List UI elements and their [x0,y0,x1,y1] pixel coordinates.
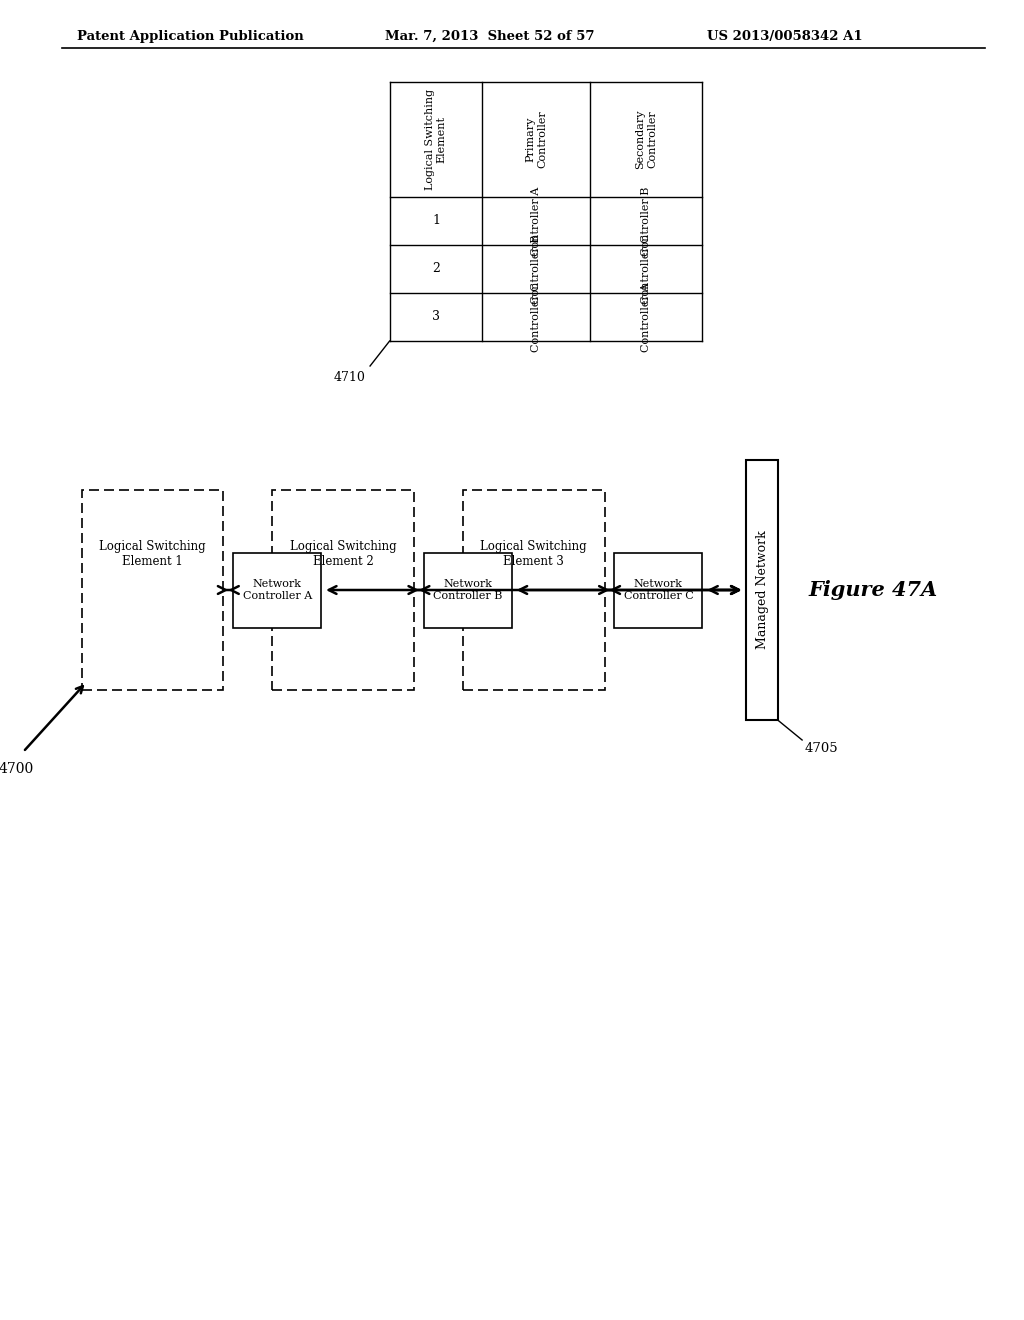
Text: Mar. 7, 2013  Sheet 52 of 57: Mar. 7, 2013 Sheet 52 of 57 [385,30,594,44]
Text: 4710: 4710 [333,371,366,384]
Bar [272,490,414,690]
Text: Managed Network: Managed Network [756,531,769,649]
Text: Controller B: Controller B [531,235,542,304]
Bar [233,553,322,627]
Bar [82,490,223,690]
Text: Controller A: Controller A [641,282,651,351]
Text: 4700: 4700 [0,762,34,776]
Text: Logical Switching
Element 3: Logical Switching Element 3 [480,540,587,568]
Text: Figure 47A: Figure 47A [809,579,938,601]
Text: 1: 1 [432,214,440,227]
Text: US 2013/0058342 A1: US 2013/0058342 A1 [708,30,863,44]
Text: Logical Switching
Element 1: Logical Switching Element 1 [99,540,206,568]
Text: Network
Controller A: Network Controller A [243,579,312,601]
Text: Network
Controller B: Network Controller B [433,579,503,601]
Text: Controller A: Controller A [531,186,542,256]
Text: Secondary
Controller: Secondary Controller [636,110,657,169]
Text: Logical Switching
Element: Logical Switching Element [425,88,446,190]
Text: Logical Switching
Element 2: Logical Switching Element 2 [290,540,396,568]
Bar [614,553,702,627]
Bar [746,459,777,719]
Text: 2: 2 [432,263,440,276]
Text: Primary
Controller: Primary Controller [525,111,547,169]
Bar [463,490,604,690]
Text: Controller B: Controller B [641,186,651,256]
Text: 3: 3 [432,310,440,323]
Text: Patent Application Publication: Patent Application Publication [77,30,303,44]
Text: 4705: 4705 [805,742,839,755]
Text: Network
Controller C: Network Controller C [624,579,693,601]
Bar [424,553,512,627]
Text: Controller C: Controller C [531,282,542,352]
Text: Controller C: Controller C [641,234,651,304]
